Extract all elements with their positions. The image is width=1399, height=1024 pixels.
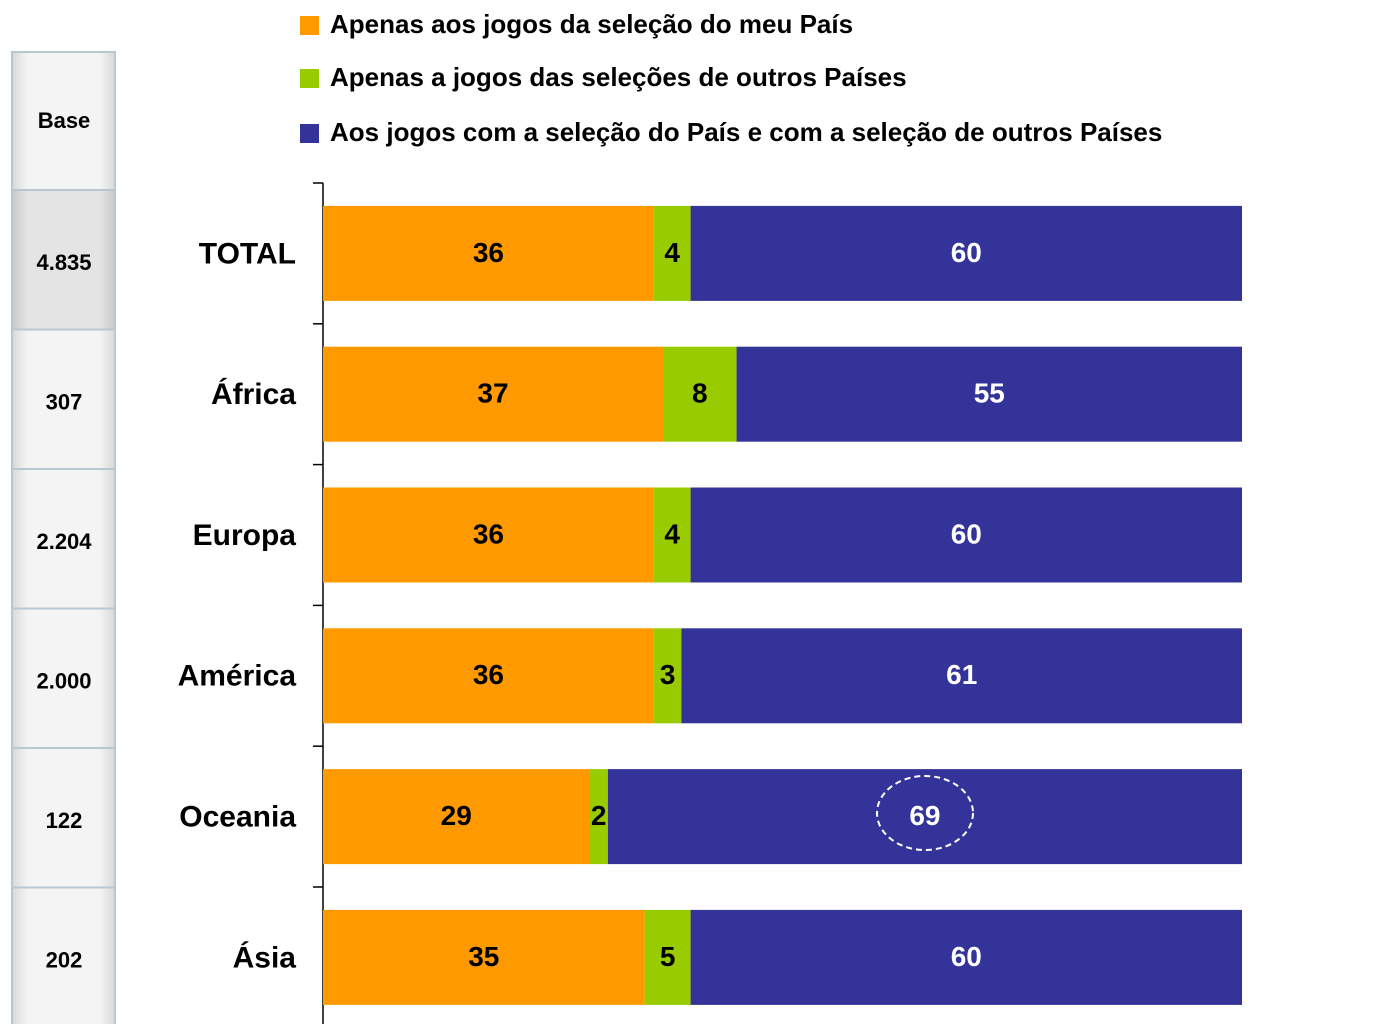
bar-segment (653, 205, 691, 301)
bar-segment (690, 909, 1242, 1005)
category-label: Europa (193, 519, 297, 552)
base-value: 202 (46, 947, 83, 972)
data-label: 4 (664, 518, 680, 549)
base-cell (11, 886, 116, 1024)
bar-segment (323, 769, 590, 865)
base-cell (11, 189, 116, 331)
base-cell (11, 328, 116, 470)
data-label: 60 (951, 518, 982, 549)
data-label: 61 (946, 659, 977, 690)
legend-label: Apenas aos jogos da seleção do meu País (330, 9, 853, 39)
category-label: Oceania (179, 801, 296, 834)
category-label: África (211, 377, 296, 411)
base-value: 122 (46, 808, 83, 833)
data-label: 60 (951, 237, 982, 268)
category-label: América (178, 660, 297, 693)
data-label: 36 (473, 237, 504, 268)
data-label: 36 (473, 659, 504, 690)
bar-segment (653, 487, 691, 583)
data-label: 36 (473, 518, 504, 549)
base-value: 2.204 (36, 529, 92, 554)
category-label: TOTAL (199, 237, 296, 270)
category-label: Ásia (233, 940, 297, 974)
data-label: 4 (664, 237, 680, 268)
base-panel: Base 4.835 307 2.204 2.000 122 202 (11, 51, 116, 1024)
bar-segment (653, 628, 682, 724)
legend-swatch (300, 16, 319, 35)
bar-segment (663, 346, 737, 442)
bar-segment (589, 769, 608, 865)
data-label: 29 (441, 800, 472, 831)
legend-label: Apenas a jogos das seleções de outros Pa… (330, 62, 907, 92)
highlight-circle (876, 775, 974, 851)
data-label: 8 (692, 378, 708, 409)
bar-segment (607, 769, 1242, 865)
base-cell (11, 468, 116, 610)
base-cell (11, 747, 116, 889)
data-label: 3 (660, 659, 676, 690)
bar-segment (690, 205, 1242, 301)
base-value: 4.835 (36, 250, 91, 275)
bar-segment (323, 487, 654, 583)
bar-segment (690, 487, 1242, 583)
bar-segment (323, 346, 664, 442)
data-label: 35 (468, 941, 499, 972)
base-value: 2.000 (36, 668, 91, 693)
legend-swatch (300, 124, 319, 143)
data-label: 37 (477, 378, 508, 409)
bar-segment (323, 205, 654, 301)
bar-segment (681, 628, 1242, 724)
data-label: 2 (591, 800, 607, 831)
base-cell (11, 51, 116, 191)
data-label: 60 (951, 941, 982, 972)
legend-swatch (300, 69, 319, 88)
data-label: 55 (974, 378, 1005, 409)
bar-segment (323, 628, 654, 724)
base-header: Base (38, 108, 91, 133)
data-label: 69 (909, 800, 940, 831)
data-label: 5 (660, 941, 676, 972)
bar-segment (323, 909, 645, 1005)
bar-segment (736, 346, 1242, 442)
plot: Apenas aos jogos da seleção do meu País A… (178, 9, 1242, 1024)
bar-segment (644, 909, 691, 1005)
legend-label: Aos jogos com a seleção do País e com a … (330, 117, 1162, 147)
base-value: 307 (46, 389, 83, 414)
